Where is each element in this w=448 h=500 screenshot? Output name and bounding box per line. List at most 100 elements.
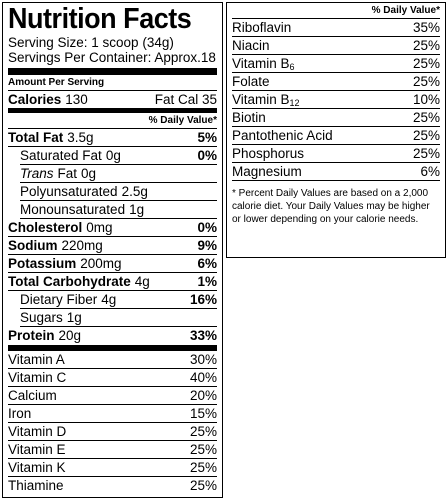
nutrient-row: Potassium 200mg 6% <box>8 255 217 273</box>
vitamin-name: Vitamin C <box>8 370 67 385</box>
nutrient-row: Saturated Fat 0g 0% <box>20 147 217 165</box>
daily-value-header: % Daily Value* <box>232 3 440 19</box>
title: Nutrition Facts <box>8 3 192 35</box>
vitamin-row: Phosphorus 25% <box>232 145 440 163</box>
nutrient-name: Sugars <box>20 310 63 325</box>
footnote: * Percent Daily Values are based on a 2,… <box>232 188 430 225</box>
vitamin-label: Magnesium <box>232 163 302 180</box>
vitamin-dv: 25% <box>189 424 217 439</box>
nutrient-amount: 20g <box>58 328 82 343</box>
vitamin-dv: 25% <box>189 460 217 475</box>
vitamin-name: Folate <box>232 74 270 89</box>
nutrient-row: Sugars 1g <box>20 309 217 327</box>
vitamin-dv: 25% <box>412 56 440 71</box>
vitamin-label: Vitamin C <box>8 369 66 386</box>
nutrient-amount: 1g <box>66 310 82 325</box>
nutrient-dv: 9% <box>197 238 217 253</box>
nutrient-label: Total Carbohydrate 4g <box>8 273 150 290</box>
vitamin-dv: 30% <box>189 352 217 367</box>
nutrient-label: Sodium 220mg <box>8 237 103 254</box>
vitamin-name: Vitamin B <box>232 56 290 71</box>
nutrient-name: Sodium <box>8 238 58 253</box>
nutrient-row: Sodium 220mg 9% <box>8 237 217 255</box>
vitamin-name: Iron <box>8 406 32 421</box>
nutrient-amount: 1g <box>129 202 145 217</box>
nutrient-label: Saturated Fat 0g <box>20 147 121 164</box>
nutrient-row: Dietary Fiber 4g 16% <box>20 291 217 309</box>
calories-row: Calories 130 Fat Cal 35 <box>8 91 217 108</box>
nutrient-name: Protein <box>8 328 55 343</box>
vitamin-name: Niacin <box>232 38 270 53</box>
vitamin-dv: 25% <box>412 74 440 89</box>
nutrient-amount: 4g <box>101 292 117 307</box>
nutrient-dv: 0% <box>197 148 217 163</box>
vitamin-name: Biotin <box>232 110 266 125</box>
nutrient-dv: 33% <box>189 328 217 343</box>
vitamin-row: Vitamin C 40% <box>8 369 217 387</box>
vitamin-name: Vitamin A <box>8 352 65 367</box>
vitamin-dv: 25% <box>189 478 217 493</box>
nutrient-dv: 16% <box>189 292 217 307</box>
vitamin-dv: 25% <box>412 38 440 53</box>
vitamin-row: Vitamin D 25% <box>8 423 217 441</box>
nutrient-row: Trans Fat 0g <box>20 165 217 183</box>
nutrient-row: Monounsaturated 1g <box>20 201 217 219</box>
nutrient-label: Polyunsaturated 2.5g <box>20 183 148 200</box>
nutrient-dv: 0% <box>197 220 217 235</box>
vitamin-label: Riboflavin <box>232 19 291 36</box>
vitamin-label: Vitamin A <box>8 351 65 368</box>
vitamin-row: Vitamin K 25% <box>8 459 217 477</box>
nutrient-name: Potassium <box>8 256 77 271</box>
calories-group: Calories 130 <box>8 91 88 108</box>
vitamin-row: Niacin 25% <box>232 37 440 55</box>
vitamin-dv: 10% <box>412 92 440 107</box>
vitamin-label: Folate <box>232 73 270 90</box>
nutrient-label: Sugars 1g <box>20 309 82 326</box>
vitamin-row: Folate 25% <box>232 73 440 91</box>
vitamin-row: Vitamin B12 10% <box>232 91 440 109</box>
vitamin-dv: 40% <box>189 370 217 385</box>
vitamin-row: Riboflavin 35% <box>232 19 440 37</box>
amount-per-serving: Amount Per Serving <box>8 75 217 91</box>
nutrient-name: Cholesterol <box>8 220 83 235</box>
vitamin-label: Calcium <box>8 387 57 404</box>
nutrient-row: Total Fat 3.5g 5% <box>8 129 217 147</box>
vitamin-name: Phosphorus <box>232 146 305 161</box>
nutrient-label: Dietary Fiber 4g <box>20 291 116 308</box>
vitamin-row: Iron 15% <box>8 405 217 423</box>
vitamin-label: Niacin <box>232 37 270 54</box>
nutrient-label: Trans Fat 0g <box>20 165 96 182</box>
vitamin-row: Vitamin B6 25% <box>232 55 440 73</box>
nutrient-name: Total Fat <box>8 130 64 145</box>
servings-per-container: Servings Per Container: Approx.18 <box>8 50 216 65</box>
nutrient-row: Cholesterol 0mg 0% <box>8 219 217 237</box>
nutrient-label: Monounsaturated 1g <box>20 201 144 218</box>
vitamin-label: Phosphorus <box>232 145 304 162</box>
vitamin-dv: 25% <box>189 442 217 457</box>
calories-value: 130 <box>65 92 88 107</box>
vitamin-name: Vitamin K <box>8 460 66 475</box>
vitamin-row: Magnesium 6% <box>232 163 440 181</box>
nutrient-label: Potassium 200mg <box>8 255 122 272</box>
nutrient-list: Total Fat 3.5g 5% Saturated Fat 0g 0% Trans Fat… <box>8 129 217 345</box>
vitamin-dv: 25% <box>412 110 440 125</box>
vitamin-row: Biotin 25% <box>232 109 440 127</box>
nutrient-row: Total Carbohydrate 4g 1% <box>8 273 217 291</box>
nutrient-name: Monounsaturated <box>20 202 126 217</box>
vitamin-label: Vitamin B6 <box>232 55 295 72</box>
nutrient-amount: 0g <box>105 148 121 163</box>
nutrient-row: Polyunsaturated 2.5g <box>20 183 217 201</box>
vitamin-row: Vitamin E 25% <box>8 441 217 459</box>
fat-calories: Fat Cal 35 <box>154 92 217 107</box>
vitamin-dv: 6% <box>420 164 440 179</box>
vitamin-label: Thiamine <box>8 477 64 495</box>
vitamin-row: Calcium 20% <box>8 387 217 405</box>
nutrient-amount: 4g <box>134 274 150 289</box>
vitamin-name: Magnesium <box>232 164 302 179</box>
nutrient-name: Saturated Fat <box>20 148 102 163</box>
nutrient-name: Total Carbohydrate <box>8 274 131 289</box>
calories-label: Calories <box>8 92 62 107</box>
vitamin-dv: 20% <box>189 388 217 403</box>
vitamin-list: Vitamin A 30% Vitamin C 40% Calcium 20% Iron 15… <box>8 351 217 495</box>
